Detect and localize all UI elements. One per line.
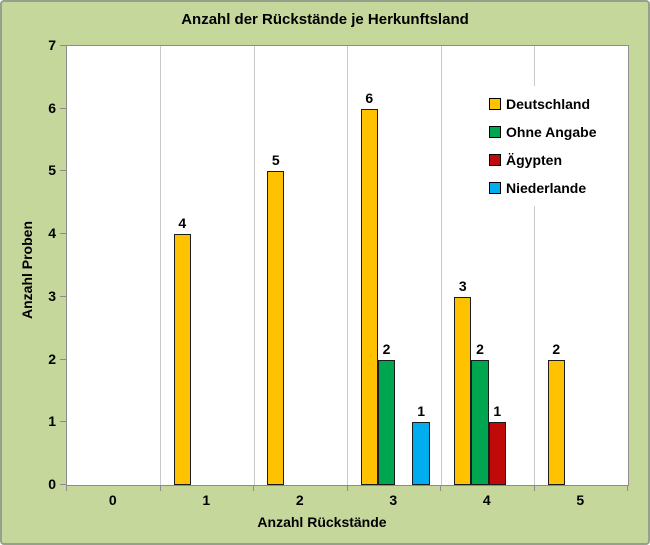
legend-label: Niederlande — [506, 180, 587, 196]
bar-ohne-angabe-3 — [377, 359, 396, 485]
y-tick-mark — [60, 107, 66, 109]
bar-value-label: 1 — [493, 403, 502, 420]
category-gridline — [347, 46, 348, 485]
bar-deutschland-4 — [454, 296, 472, 485]
bar-value-label: 4 — [178, 215, 187, 232]
legend-swatch-ägypten-icon — [489, 154, 501, 166]
bar-value-label: 2 — [552, 340, 561, 357]
y-tick-label: 3 — [48, 287, 56, 304]
legend-item-ägypten: Ägypten — [489, 146, 597, 174]
bar-ägypten-4 — [488, 422, 506, 485]
y-tick-mark — [60, 421, 66, 423]
x-tick-mark — [159, 485, 161, 491]
y-tick-mark — [60, 484, 66, 485]
y-tick-label: 2 — [48, 350, 56, 367]
bar-deutschland-3 — [360, 108, 378, 485]
x-tick-mark — [253, 485, 254, 491]
y-tick-label: 5 — [48, 162, 56, 179]
x-tick-label: 1 — [202, 492, 211, 508]
x-tick-label: 4 — [482, 492, 491, 508]
category-gridline — [253, 46, 255, 485]
legend-label: Ohne Angabe — [506, 124, 597, 140]
bar-value-label: 6 — [365, 89, 374, 106]
y-tick-label: 7 — [48, 37, 56, 53]
x-tick-mark — [627, 485, 628, 491]
y-tick-label: 6 — [48, 99, 56, 116]
legend-item-deutschland: Deutschland — [489, 90, 597, 118]
legend-label: Ägypten — [506, 152, 562, 168]
x-tick-label: 5 — [576, 492, 585, 508]
x-tick-label: 0 — [108, 492, 117, 508]
legend-item-ohne-angabe: Ohne Angabe — [489, 118, 597, 146]
y-tick-mark — [60, 45, 66, 46]
bar-deutschland-2 — [267, 171, 285, 485]
category-gridline — [440, 46, 442, 485]
chart-title: Anzahl der Rückstände je Herkunftsland — [181, 11, 469, 28]
bar-ohne-angabe-4 — [471, 359, 489, 485]
category-gridline — [534, 46, 535, 485]
x-tick-mark — [346, 485, 348, 491]
x-tick-mark — [66, 485, 67, 491]
x-tick-mark — [533, 485, 535, 491]
category-gridline — [160, 46, 161, 485]
y-tick-mark — [60, 233, 66, 235]
x-tick-mark — [440, 485, 441, 491]
legend-swatch-ohne-angabe-icon — [489, 126, 501, 138]
x-axis-title: Anzahl Rückstände — [257, 514, 387, 530]
legend-item-niederlande: Niederlande — [489, 174, 597, 202]
bar-deutschland-1 — [173, 234, 191, 485]
legend-swatch-deutschland-icon — [489, 98, 501, 110]
bar-niederlande-3 — [412, 422, 430, 485]
y-tick-mark — [60, 295, 66, 297]
plot-area: 4 5 6 3 2 2 2 1 1 Deutschland Ohne Angabe Ägypten Ni… — [66, 45, 629, 486]
legend-swatch-niederlande-icon — [489, 182, 501, 194]
legend: Deutschland Ohne Angabe Ägypten Niederlande — [485, 86, 607, 206]
bar-value-label: 3 — [458, 277, 467, 294]
y-tick-mark — [60, 170, 66, 172]
y-tick-mark — [60, 358, 66, 360]
y-tick-label: 0 — [48, 476, 56, 492]
bar-deutschland-5 — [547, 359, 565, 485]
x-tick-label: 2 — [295, 492, 304, 508]
bar-value-label: 2 — [476, 340, 484, 357]
bar-value-label: 1 — [417, 403, 426, 420]
y-tick-label: 4 — [48, 225, 56, 242]
y-tick-label: 1 — [48, 413, 56, 430]
x-tick-label: 3 — [389, 492, 398, 508]
legend-label: Deutschland — [506, 96, 591, 112]
bar-value-label: 5 — [271, 152, 280, 169]
bar-value-label: 2 — [382, 340, 391, 357]
